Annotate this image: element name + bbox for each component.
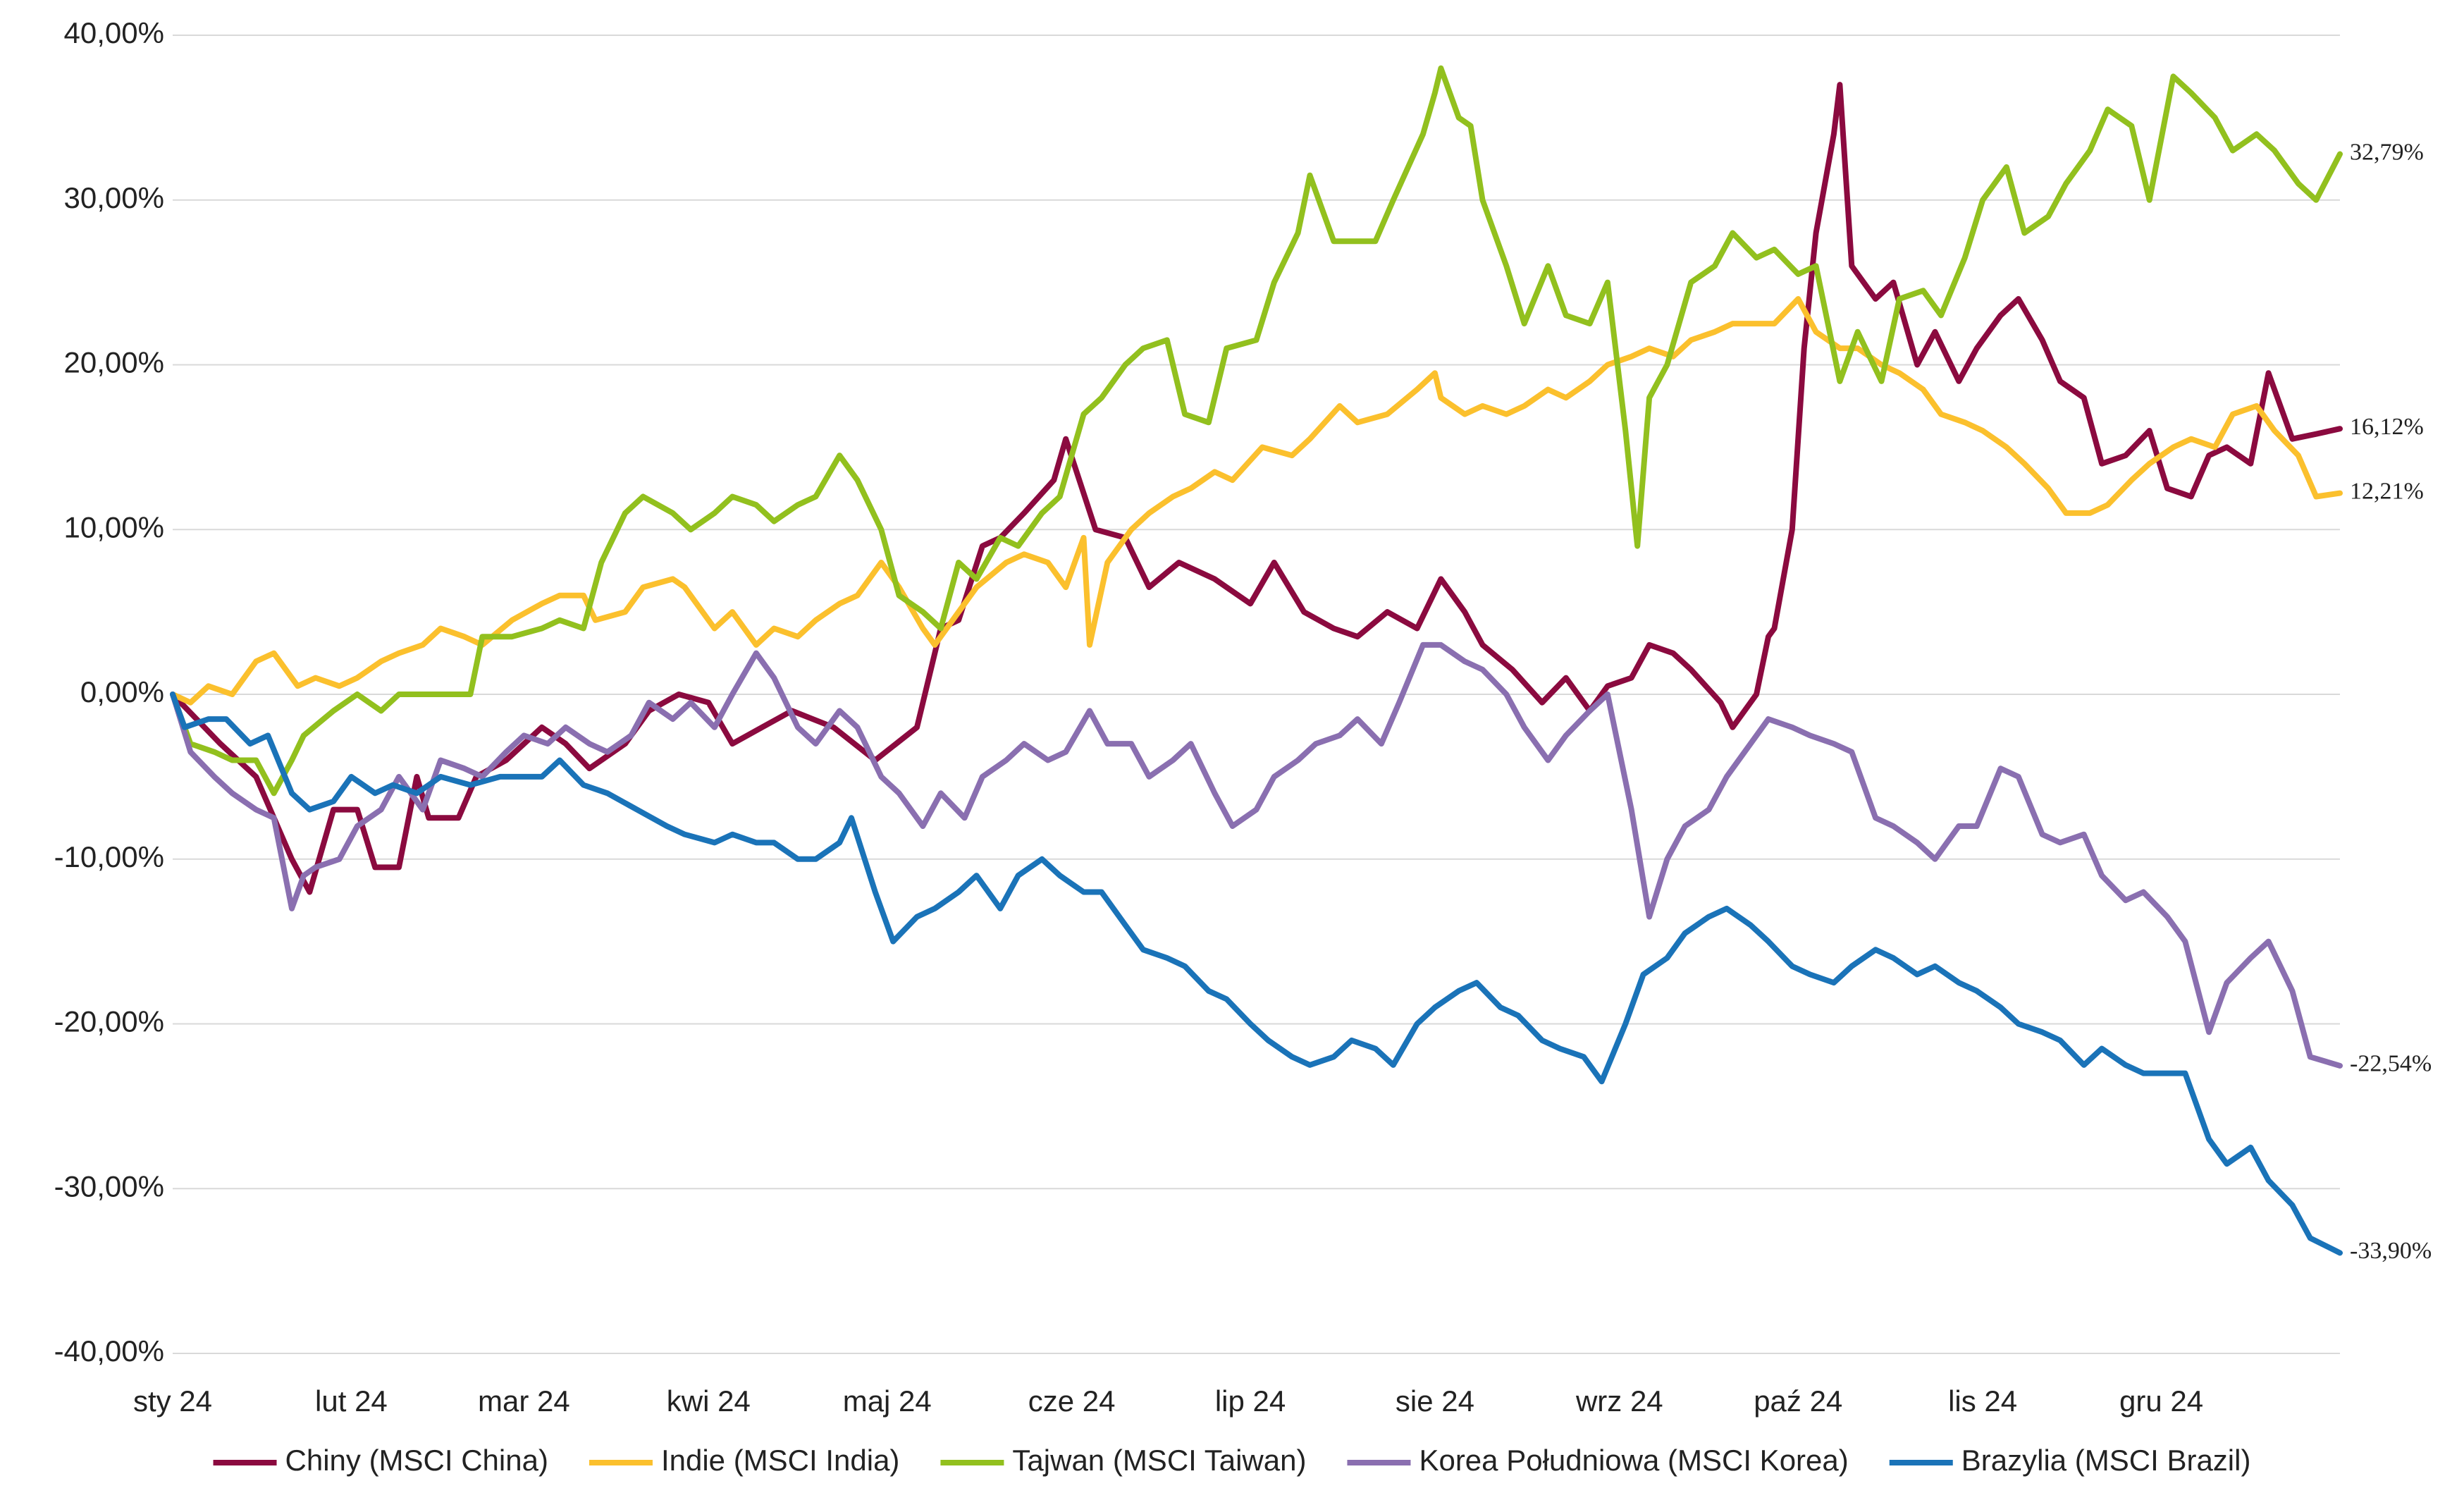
legend: Chiny (MSCI China) Indie (MSCI India) Tajw… bbox=[213, 1444, 2251, 1477]
x-tick-label: gru 24 bbox=[2119, 1384, 2203, 1418]
y-tick-label: -40,00% bbox=[54, 1334, 164, 1367]
x-tick-label: sie 24 bbox=[1396, 1384, 1474, 1418]
x-tick-label: lut 24 bbox=[315, 1384, 388, 1418]
end-value-labels: 16,12% 12,21% 32,79% -22,54% -33,90% bbox=[2350, 139, 2432, 1264]
y-tick-label: 20,00% bbox=[64, 346, 164, 379]
series-line-chiny bbox=[170, 82, 2343, 895]
end-label-indie: 12,21% bbox=[2350, 478, 2424, 504]
legend-label: Korea Południowa (MSCI Korea) bbox=[1419, 1444, 1848, 1477]
series-lines bbox=[170, 65, 2343, 1256]
y-tick-label: 40,00% bbox=[64, 16, 164, 49]
x-tick-label: wrz 24 bbox=[1575, 1384, 1663, 1418]
end-label-tajwan: 32,79% bbox=[2350, 139, 2424, 165]
legend-label: Tajwan (MSCI Taiwan) bbox=[1012, 1444, 1306, 1477]
end-label-chiny: 16,12% bbox=[2350, 414, 2424, 440]
series-line-brazylia bbox=[170, 692, 2343, 1256]
legend-label: Indie (MSCI India) bbox=[661, 1444, 899, 1477]
y-tick-label: -10,00% bbox=[54, 840, 164, 873]
end-label-korea: -22,54% bbox=[2350, 1051, 2432, 1077]
x-tick-label: maj 24 bbox=[843, 1384, 932, 1418]
legend-label: Chiny (MSCI China) bbox=[285, 1444, 548, 1477]
legend-label: Brazylia (MSCI Brazil) bbox=[1961, 1444, 2251, 1477]
x-tick-label: lip 24 bbox=[1215, 1384, 1286, 1418]
series-line-korea bbox=[170, 641, 2343, 1069]
y-axis-tick-labels: 40,00% 30,00% 20,00% 10,00% 0,00% -10,00% -20,… bbox=[54, 16, 164, 1367]
y-tick-label: 0,00% bbox=[80, 675, 164, 708]
x-tick-label: lis 24 bbox=[1948, 1384, 2017, 1418]
x-tick-label: cze 24 bbox=[1028, 1384, 1116, 1418]
x-tick-label: kwi 24 bbox=[667, 1384, 751, 1418]
x-axis-tick-labels: sty 24 lut 24 mar 24 kwi 24 maj 24 cze 24 lip … bbox=[133, 1384, 2203, 1418]
gridlines bbox=[173, 35, 2340, 1354]
end-label-brazylia: -33,90% bbox=[2350, 1238, 2432, 1264]
x-tick-label: mar 24 bbox=[478, 1384, 570, 1418]
y-tick-label: 10,00% bbox=[64, 510, 164, 543]
y-tick-label: 30,00% bbox=[64, 181, 164, 214]
x-tick-label: sty 24 bbox=[133, 1384, 212, 1418]
series-line-indie bbox=[170, 296, 2343, 706]
x-tick-label: paź 24 bbox=[1754, 1384, 1842, 1418]
series-line-tajwan bbox=[170, 65, 2343, 797]
y-tick-label: -30,00% bbox=[54, 1169, 164, 1203]
y-tick-label: -20,00% bbox=[54, 1005, 164, 1038]
